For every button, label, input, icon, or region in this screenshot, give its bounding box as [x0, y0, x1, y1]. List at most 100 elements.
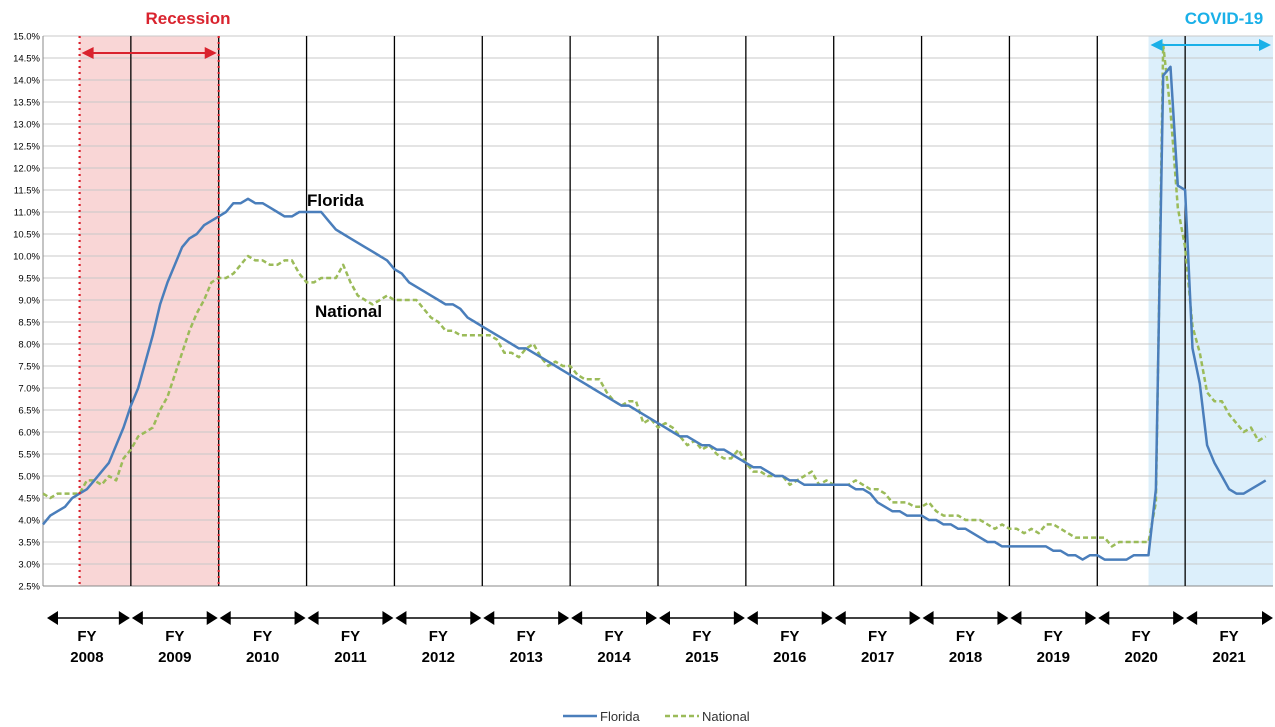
y-tick-label: 5.5%	[18, 450, 40, 461]
fy-label-year: 2016	[773, 649, 806, 666]
fy-label-prefix: FY	[692, 628, 711, 645]
fy-label-prefix: FY	[1132, 628, 1151, 645]
fy-label-year: 2018	[949, 649, 982, 666]
fy-label-prefix: FY	[780, 628, 799, 645]
fy-arrow-head-left	[1098, 611, 1110, 625]
fy-arrow-head-right	[470, 611, 482, 625]
series-label-florida: Florida	[307, 191, 364, 210]
fy-label-year: 2010	[246, 649, 279, 666]
period-arrow-head-right	[1259, 39, 1271, 51]
y-tick-label: 7.0%	[18, 384, 40, 395]
y-tick-label: 13.0%	[13, 120, 40, 131]
fy-label-prefix: FY	[253, 628, 272, 645]
y-tick-label: 11.0%	[14, 208, 41, 219]
y-tick-label: 3.0%	[18, 560, 40, 571]
fy-label-year: 2011	[334, 649, 367, 666]
fy-arrow-head-left	[1186, 611, 1198, 625]
y-tick-label: 8.5%	[18, 318, 40, 329]
fy-label-year: 2012	[422, 649, 455, 666]
y-tick-label: 11.5%	[14, 186, 41, 197]
y-axis-tick-labels: 2.5% 3.0% 3.5% 4.0% 4.5% 5.0% 5.5% 6.0% 6.5% 7.0%…	[13, 32, 40, 593]
y-tick-label: 13.5%	[13, 98, 40, 109]
fy-arrow-head-right	[1173, 611, 1185, 625]
shaded-period-0	[79, 36, 219, 586]
fy-label-prefix: FY	[341, 628, 360, 645]
legend-label-florida: Florida	[600, 709, 641, 724]
fy-arrow-head-right	[382, 611, 394, 625]
fy-label-year: 2017	[861, 649, 894, 666]
fy-arrow-head-left	[219, 611, 231, 625]
fy-label-year: 2008	[70, 649, 103, 666]
shaded-periods	[79, 36, 1273, 586]
fy-label-year: 2019	[1037, 649, 1070, 666]
y-tick-label: 8.0%	[18, 340, 40, 351]
period-arrow-head-right	[204, 47, 217, 59]
y-tick-label: 12.0%	[13, 164, 40, 175]
shaded-period-1	[1148, 36, 1273, 586]
period-title-1: COVID-19	[1185, 9, 1263, 28]
fy-label-prefix: FY	[429, 628, 448, 645]
fy-label-prefix: FY	[165, 628, 184, 645]
y-tick-label: 10.0%	[13, 252, 40, 263]
series-label-national: National	[315, 302, 382, 321]
period-arrow-head-left	[1150, 39, 1163, 51]
y-tick-label: 7.5%	[18, 362, 40, 373]
fy-label-year: 2020	[1125, 649, 1158, 666]
fy-label-prefix: FY	[1044, 628, 1063, 645]
fy-arrow-head-right	[1262, 611, 1273, 625]
fy-arrow-head-right	[558, 611, 570, 625]
fy-arrow-head-left	[1010, 611, 1022, 625]
fy-label-prefix: FY	[77, 628, 96, 645]
fy-label-year: 2015	[685, 649, 718, 666]
period-annotations: Florida National Recession COVID-19	[78, 9, 1271, 586]
fy-arrow-head-left	[571, 611, 583, 625]
y-tick-label: 9.0%	[18, 296, 40, 307]
y-tick-label: 4.0%	[18, 516, 40, 527]
y-tick-label: 2.5%	[18, 582, 40, 593]
fy-arrow-head-left	[746, 611, 758, 625]
fy-arrow-head-right	[646, 611, 657, 625]
fy-label-prefix: FY	[604, 628, 623, 645]
period-arrow-head-left	[81, 47, 94, 59]
period-title-0: Recession	[145, 9, 230, 28]
fy-label-year: 2014	[597, 649, 631, 666]
series-line-national	[42, 43, 1267, 548]
fy-label-year: 2013	[510, 649, 543, 666]
series-line-florida	[42, 65, 1267, 561]
fy-arrow-head-left	[395, 611, 407, 625]
fiscal-year-dividers	[130, 36, 1186, 586]
fy-arrow-head-left	[307, 611, 319, 625]
y-tick-label: 3.5%	[18, 538, 40, 549]
fy-label-prefix: FY	[956, 628, 975, 645]
series-lines	[42, 43, 1267, 561]
fy-arrow-head-left	[659, 611, 670, 625]
fy-arrow-head-right	[909, 611, 921, 625]
y-tick-label: 10.5%	[13, 230, 40, 241]
fy-arrow-head-right	[206, 611, 218, 625]
y-tick-label: 12.5%	[13, 142, 40, 153]
y-tick-label: 4.5%	[18, 494, 40, 505]
y-tick-label: 5.0%	[18, 472, 40, 483]
fy-arrow-head-right	[733, 611, 745, 625]
fy-arrow-head-right	[1085, 611, 1097, 625]
y-tick-label: 6.0%	[18, 428, 40, 439]
fy-arrow-head-left	[834, 611, 846, 625]
fy-arrow-head-left	[47, 611, 58, 625]
fy-arrow-head-left	[131, 611, 143, 625]
y-tick-label: 14.5%	[13, 54, 40, 65]
y-tick-label: 9.5%	[18, 274, 40, 285]
y-tick-label: 14.0%	[13, 76, 40, 87]
fy-arrow-head-left	[483, 611, 495, 625]
fy-arrow-head-left	[922, 611, 934, 625]
legend: Florida National	[563, 709, 750, 724]
legend-label-national: National	[702, 709, 750, 724]
fy-arrow-head-right	[294, 611, 306, 625]
fy-label-year: 2009	[158, 649, 191, 666]
fy-arrow-head-right	[997, 611, 1009, 625]
fy-label-prefix: FY	[517, 628, 536, 645]
fiscal-year-axis: FY 2008 FY 2009 FY 2010 FY 2011 FY 2012 FY 2013 FY 20…	[47, 611, 1273, 666]
y-tick-label: 15.0%	[13, 32, 40, 43]
fy-label-prefix: FY	[1219, 628, 1238, 645]
y-tick-label: 6.5%	[18, 406, 40, 417]
